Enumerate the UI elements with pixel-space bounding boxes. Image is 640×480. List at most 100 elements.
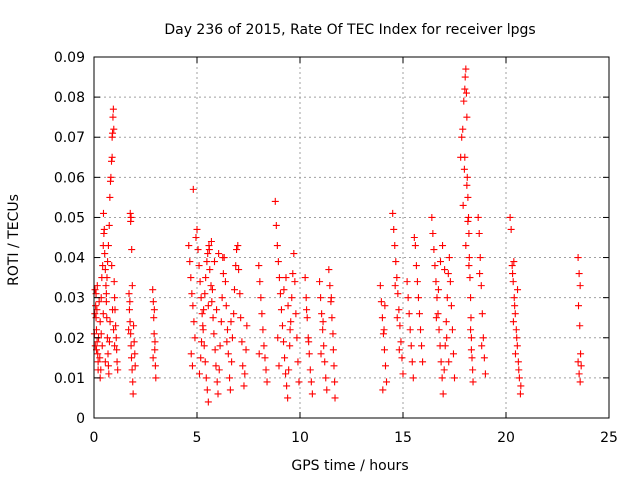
- data-point: [303, 306, 311, 314]
- data-point: [259, 326, 267, 334]
- data-point: [189, 302, 197, 310]
- data-point: [126, 318, 134, 326]
- data-point: [432, 314, 440, 322]
- data-point: [232, 262, 240, 270]
- plot-frame: [93, 56, 610, 419]
- data-point: [404, 294, 412, 302]
- data-point: [112, 334, 120, 342]
- data-point: [437, 358, 445, 366]
- data-point: [241, 370, 249, 378]
- data-point: [459, 201, 467, 209]
- data-point: [230, 286, 238, 294]
- data-point: [150, 330, 158, 338]
- data-point: [307, 378, 315, 386]
- data-point: [96, 354, 104, 362]
- data-point: [412, 262, 420, 270]
- data-point: [289, 270, 297, 278]
- data-point: [443, 294, 451, 302]
- data-point: [449, 350, 457, 358]
- data-point: [465, 254, 473, 262]
- data-point: [93, 306, 101, 314]
- data-point: [413, 278, 421, 286]
- data-point: [256, 278, 264, 286]
- data-point: [291, 278, 299, 286]
- data-point: [102, 282, 110, 290]
- data-point: [97, 330, 105, 338]
- data-point: [517, 382, 525, 390]
- data-point: [509, 270, 517, 278]
- data-point: [274, 334, 282, 342]
- data-point: [186, 258, 194, 266]
- data-point: [478, 310, 486, 318]
- data-point: [238, 338, 246, 346]
- data-point: [219, 270, 227, 278]
- data-point: [99, 310, 107, 318]
- data-point: [465, 262, 473, 270]
- data-point: [506, 213, 514, 221]
- data-point: [149, 286, 157, 294]
- data-point: [320, 342, 328, 350]
- data-point: [205, 246, 213, 254]
- data-point: [131, 362, 139, 370]
- x-tick-label: 20: [497, 430, 515, 446]
- data-point: [203, 258, 211, 266]
- data-point: [188, 362, 196, 370]
- data-point: [130, 338, 138, 346]
- data-point: [202, 274, 210, 282]
- data-point: [290, 250, 298, 258]
- data-point: [393, 274, 401, 282]
- data-point: [125, 326, 133, 334]
- data-point: [406, 326, 414, 334]
- data-point: [278, 322, 286, 330]
- data-point: [239, 362, 247, 370]
- data-point: [414, 294, 422, 302]
- data-point: [466, 274, 474, 282]
- data-point: [438, 374, 446, 382]
- data-point: [294, 358, 302, 366]
- data-point: [308, 390, 316, 398]
- data-point: [284, 302, 292, 310]
- data-point: [436, 258, 444, 266]
- data-point: [516, 390, 524, 398]
- data-point: [127, 342, 135, 350]
- data-point: [394, 290, 402, 298]
- data-point: [328, 314, 336, 322]
- data-point: [465, 213, 473, 221]
- data-point: [149, 298, 157, 306]
- data-point: [235, 266, 243, 274]
- data-point: [419, 358, 427, 366]
- y-axis-label: ROTI / TECUs: [6, 194, 22, 286]
- data-point: [127, 330, 135, 338]
- data-point: [574, 254, 582, 262]
- data-point: [187, 350, 195, 358]
- data-point: [509, 318, 517, 326]
- data-point: [197, 294, 205, 302]
- data-point: [397, 338, 405, 346]
- data-point: [445, 358, 453, 366]
- data-point: [93, 282, 101, 290]
- data-point: [380, 346, 388, 354]
- data-point: [321, 358, 329, 366]
- data-point: [263, 378, 271, 386]
- data-point: [407, 342, 415, 350]
- data-point: [576, 322, 584, 330]
- data-point: [255, 262, 263, 270]
- data-point: [511, 310, 519, 318]
- data-point: [293, 334, 301, 342]
- data-point: [94, 350, 102, 358]
- data-point: [575, 270, 583, 278]
- data-point: [190, 318, 198, 326]
- data-point: [101, 266, 109, 274]
- data-point: [479, 334, 487, 342]
- data-point: [215, 366, 223, 374]
- y-tick-label: 0: [76, 411, 85, 427]
- data-point: [512, 326, 520, 334]
- data-point: [104, 362, 112, 370]
- data-point: [109, 113, 117, 121]
- data-point: [510, 258, 518, 266]
- data-point: [218, 294, 226, 302]
- data-point: [475, 229, 483, 237]
- data-point: [392, 258, 400, 266]
- data-point: [467, 314, 475, 322]
